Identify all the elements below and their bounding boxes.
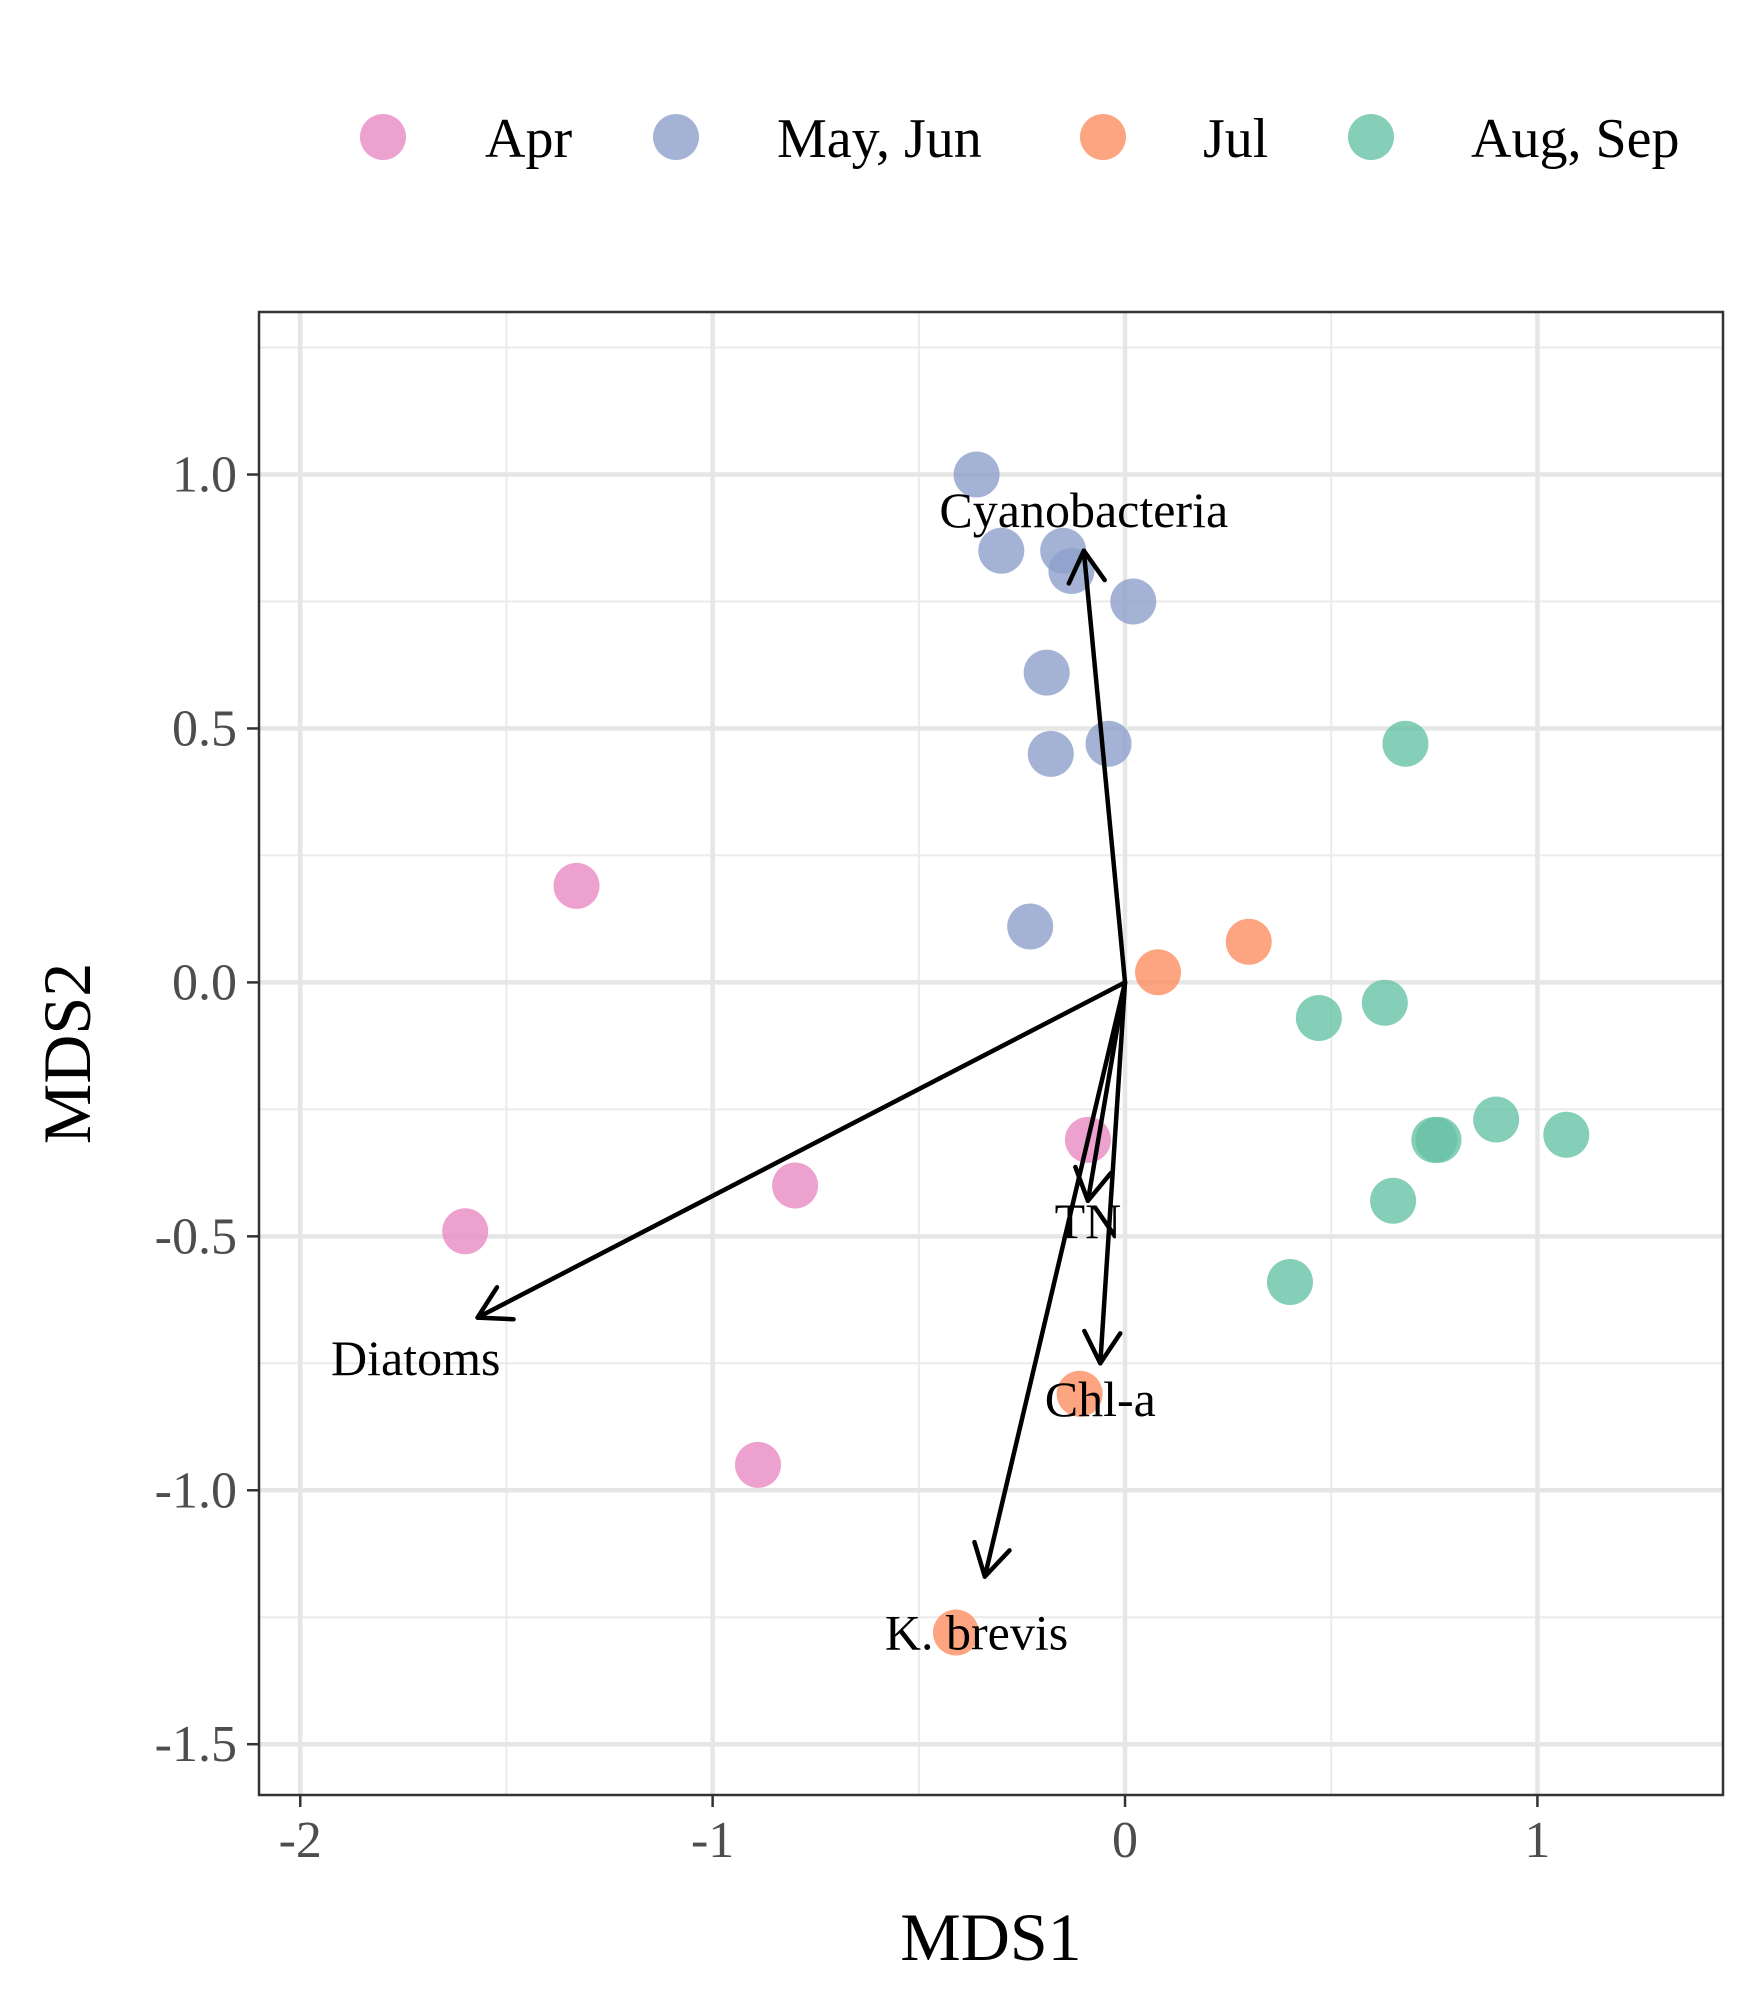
data-point xyxy=(1370,1177,1417,1224)
data-point xyxy=(772,1162,819,1209)
legend: Apr May, Jun Jul Aug, Sep xyxy=(360,108,1679,170)
vector-label: K. brevis xyxy=(885,1604,1068,1660)
x-tick-label: 1 xyxy=(1524,1812,1550,1869)
data-point xyxy=(553,862,600,909)
y-tick-label: 0.5 xyxy=(172,700,237,757)
data-point xyxy=(1361,979,1408,1026)
data-point xyxy=(1110,578,1157,625)
data-point xyxy=(442,1208,489,1255)
data-point xyxy=(1085,720,1132,767)
x-axis-title: MDS1 xyxy=(900,1899,1081,1975)
y-axis-title: MDS2 xyxy=(29,963,105,1144)
x-tick-label: 0 xyxy=(1112,1812,1138,1869)
data-point xyxy=(1543,1111,1590,1158)
data-point xyxy=(1411,1116,1458,1163)
legend-key xyxy=(1080,114,1126,160)
data-point xyxy=(1382,720,1429,767)
legend-key xyxy=(360,114,406,160)
vector-label: Chl-a xyxy=(1045,1371,1156,1427)
vector-arrowhead xyxy=(475,1285,516,1322)
axes: -2 -1 0 1 -1.5 -1.0 -0.5 0.0 0.5 1.0 xyxy=(155,447,1551,1869)
legend-key xyxy=(1348,114,1394,160)
vector-arrowhead xyxy=(1082,1328,1123,1366)
data-point xyxy=(1056,1370,1103,1417)
y-tick-label: -1.0 xyxy=(155,1462,237,1519)
y-tick-label: -1.5 xyxy=(155,1716,237,1773)
legend-label: Apr xyxy=(485,108,572,170)
vector-arrowhead xyxy=(1066,548,1107,586)
y-tick-label: 1.0 xyxy=(172,447,237,504)
legend-label: Aug, Sep xyxy=(1471,108,1679,170)
vector-label: Cyanobacteria xyxy=(939,482,1228,538)
data-point xyxy=(953,451,1000,498)
data-point xyxy=(1473,1096,1520,1143)
vector-arrow xyxy=(475,980,1128,1320)
data-point xyxy=(1135,949,1182,996)
y-tick-label: 0.0 xyxy=(172,954,237,1011)
data-point xyxy=(1295,994,1342,1041)
legend-label: May, Jun xyxy=(777,108,982,170)
plot-border xyxy=(257,310,1725,1797)
vector-arrow xyxy=(982,980,1128,1579)
legend-key xyxy=(653,114,699,160)
vector-arrow xyxy=(1098,980,1128,1366)
data-point xyxy=(932,1609,979,1656)
legend-label: Jul xyxy=(1203,108,1268,170)
y-tick-label: -0.5 xyxy=(155,1208,237,1265)
vector-label: Diatoms xyxy=(331,1330,500,1386)
data-point xyxy=(1225,918,1272,965)
vector-arrow xyxy=(1085,980,1128,1204)
data-point xyxy=(1007,903,1054,950)
x-tick-label: -1 xyxy=(691,1812,734,1869)
data-point xyxy=(978,527,1025,574)
data-points xyxy=(442,451,1590,1656)
x-tick-label: -2 xyxy=(279,1812,322,1869)
minor-gridlines xyxy=(259,312,1723,1795)
data-point xyxy=(1027,730,1074,777)
data-point xyxy=(734,1441,781,1488)
data-point xyxy=(1266,1259,1313,1306)
major-gridlines xyxy=(259,312,1723,1795)
vector-arrowhead xyxy=(972,1539,1012,1579)
vector-arrow xyxy=(1081,548,1128,985)
data-point xyxy=(1023,649,1070,696)
